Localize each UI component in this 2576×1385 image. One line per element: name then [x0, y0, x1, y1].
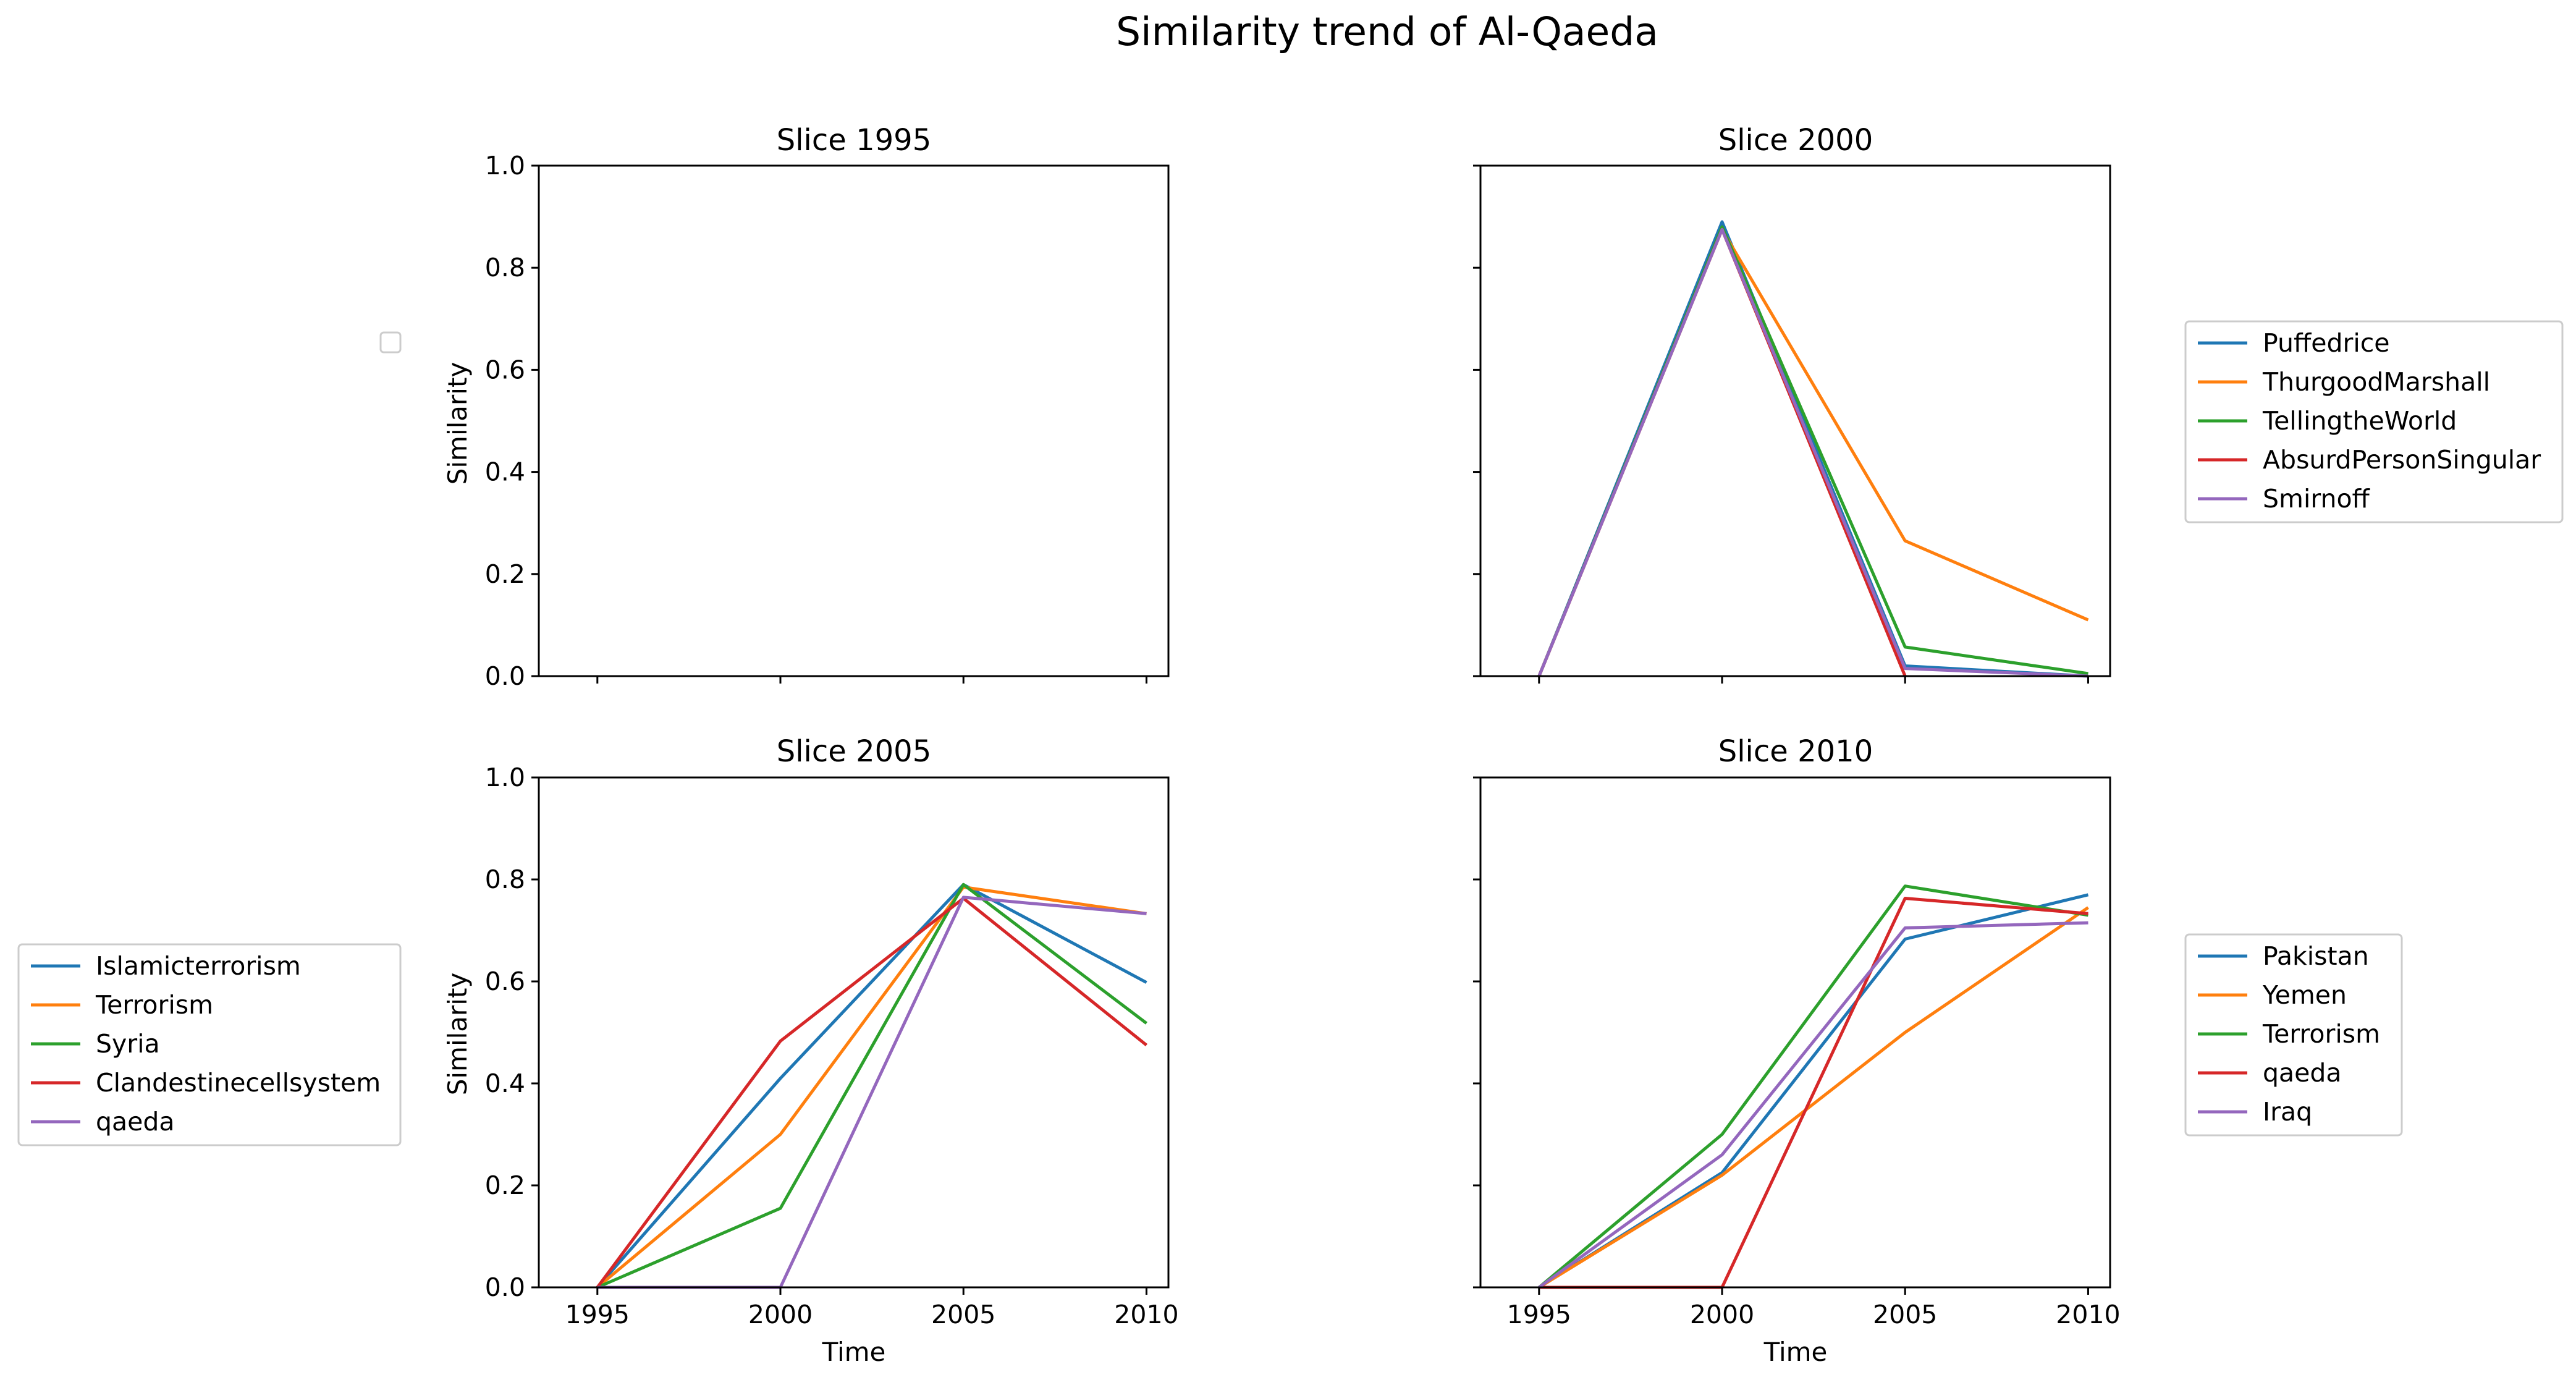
axes-frame [538, 776, 1170, 1289]
series-line-iraq [1538, 921, 2088, 1289]
y-tick-label: 0.2 [485, 559, 525, 589]
x-tick-label: 2010 [1114, 1300, 1178, 1329]
figure-title: Similarity trend of Al-Qaeda [1116, 9, 1658, 54]
x-tick-label: 2010 [2056, 1300, 2120, 1329]
legend-label: Syria [96, 1029, 160, 1059]
x-tick-label: 2005 [931, 1300, 995, 1329]
legend-label: AbsurdPersonSingular [2263, 445, 2541, 475]
subplot-2000: Slice 2000 [1718, 123, 1873, 158]
series-line-islamicterrorism [596, 883, 1147, 1289]
legend-label: qaeda [2263, 1058, 2342, 1088]
axes-frame [538, 164, 1170, 677]
subplot-2005: Slice 2005 Similarity Time [442, 734, 931, 1367]
series-line-qaeda [597, 896, 1147, 1289]
legend: Islamicterrorism Terrorism Syria Clandestin… [17, 943, 402, 1146]
series-line-absurdpersonsingular [1537, 227, 1907, 677]
y-tick-label: 0.6 [485, 967, 525, 996]
subplot-title: Slice 1995 [777, 123, 931, 158]
legend-label: Islamicterrorism [96, 951, 301, 981]
legend-label: Terrorism [2262, 1019, 2380, 1049]
empty-legend-handle [379, 331, 402, 354]
y-axis-label: Similarity [442, 362, 473, 485]
y-tick-label: 0.8 [485, 253, 525, 282]
y-tick-label: 0.6 [485, 355, 525, 384]
y-tick-label: 0.0 [485, 661, 525, 691]
legend-frame [2184, 933, 2403, 1137]
legend-label: Puffedrice [2263, 328, 2390, 358]
legend-label: Smirnoff [2263, 484, 2371, 514]
legend-label: Clandestinecellsystem [96, 1068, 381, 1098]
legend: Puffedrice ThurgoodMarshall TellingtheWorl… [2184, 320, 2564, 523]
y-tick-label: 1.0 [485, 151, 525, 180]
legend: Pakistan Yemen Terrorism qaeda Iraq [2184, 933, 2403, 1137]
plot-area-2: 0.0 0.2 0.4 0.6 0.8 1.0 1995 2000 2005 2010 [485, 763, 1179, 1329]
plot-area-1 [1473, 164, 2111, 684]
series-line-smirnoff [1537, 227, 2088, 678]
legend-label: Iraq [2263, 1097, 2312, 1127]
subplot-2010: Slice 2010 Time [1718, 734, 1873, 1367]
y-tick-label: 0.0 [485, 1273, 525, 1302]
x-axis-label: Time [1763, 1337, 1828, 1367]
subplot-title: Slice 2005 [777, 734, 931, 769]
y-tick-label: 0.8 [485, 865, 525, 894]
axes-frame [1479, 164, 2111, 677]
series-line-yemen [1538, 906, 2089, 1289]
subplot-1995: Slice 1995 Similarity [442, 123, 931, 485]
y-tick-label: 0.4 [485, 1069, 525, 1098]
series-line-clandestinecellsystem [596, 897, 1148, 1289]
x-axis-label: Time [822, 1337, 886, 1367]
axes-frame [1479, 776, 2111, 1289]
y-tick-label: 1.0 [485, 763, 525, 792]
x-tick-label: 1995 [1507, 1300, 1571, 1329]
series-line-syria [596, 883, 1148, 1289]
y-axis-label: Similarity [442, 973, 473, 1096]
legend-label: TellingtheWorld [2262, 406, 2457, 436]
y-tick-label: 0.4 [485, 457, 525, 487]
empty-legend-box [379, 331, 402, 354]
legend-label: Terrorism [95, 990, 213, 1020]
x-tick-label: 1995 [565, 1300, 630, 1329]
legend-frame [2184, 320, 2564, 523]
x-tick-label: 2000 [748, 1300, 813, 1329]
legend-frame [17, 943, 402, 1146]
y-tick-label: 0.2 [485, 1171, 525, 1200]
series-line-terrorism [596, 885, 1147, 1289]
plot-area-3: 1995 2000 2005 2010 [1473, 776, 2121, 1329]
subplot-title: Slice 2000 [1718, 123, 1873, 158]
legend-label: Pakistan [2263, 941, 2369, 971]
legend-label: ThurgoodMarshall [2262, 367, 2490, 397]
x-tick-label: 2005 [1873, 1300, 1937, 1329]
plot-area-0: 0.0 0.2 0.4 0.6 0.8 1.0 [485, 151, 1170, 691]
subplot-title: Slice 2010 [1718, 734, 1873, 769]
legend-label: qaeda [96, 1107, 175, 1137]
legend-label: Yemen [2262, 980, 2347, 1010]
series-line-terrorism [1538, 884, 2088, 1289]
x-tick-label: 2000 [1690, 1300, 1754, 1329]
